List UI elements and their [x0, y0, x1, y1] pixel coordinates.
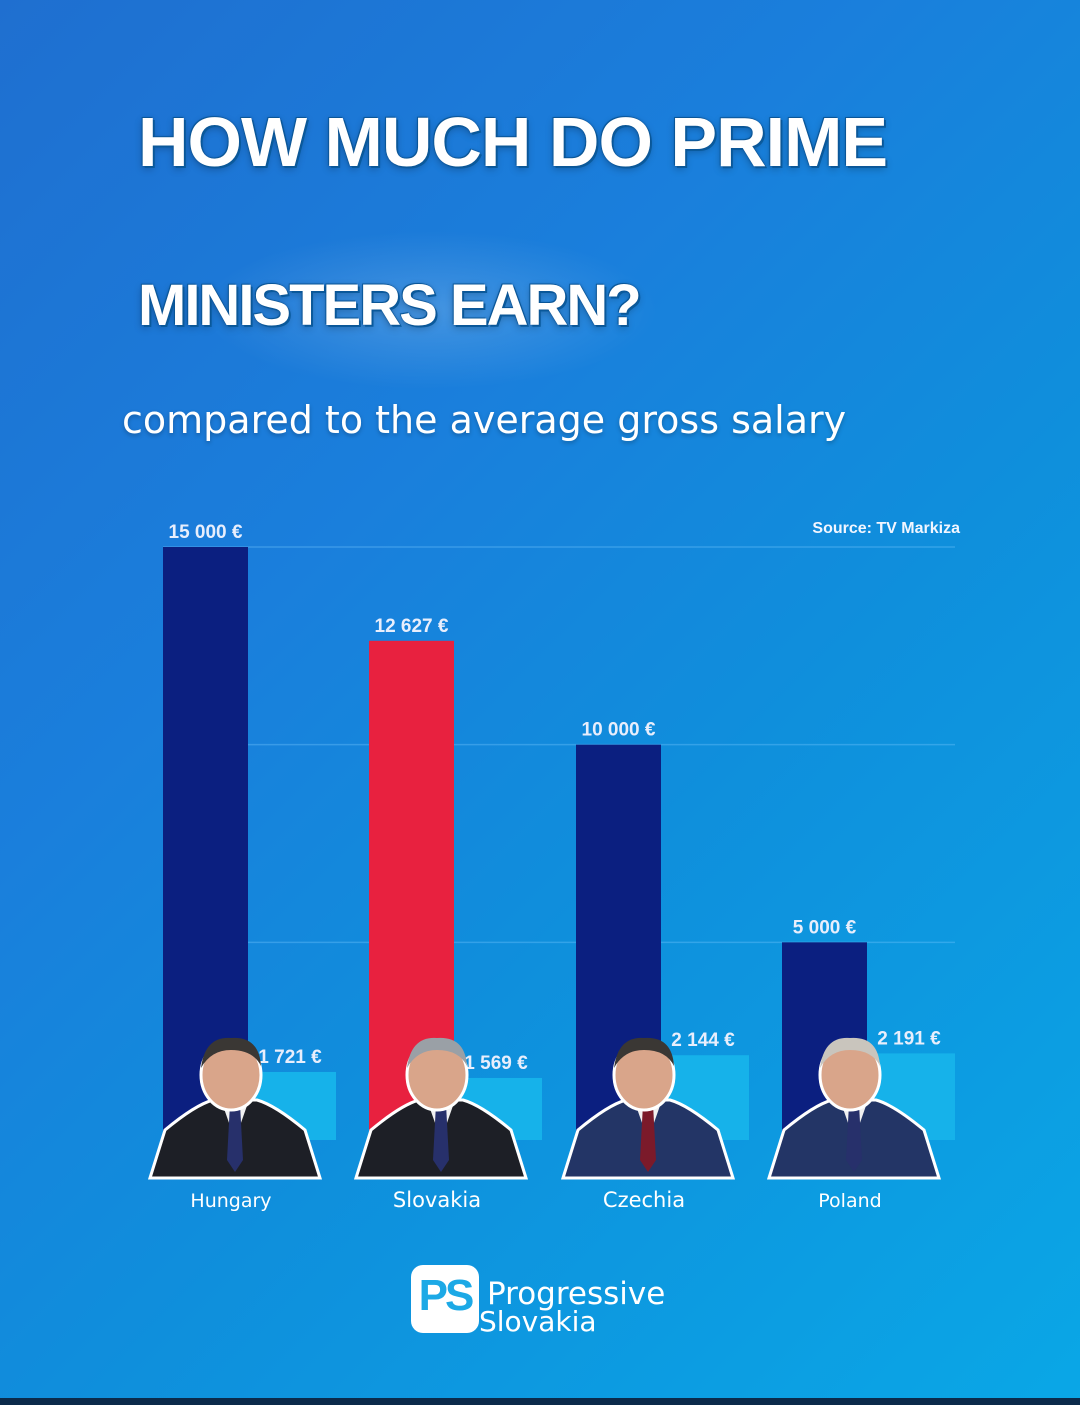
category-label-slovakia: Slovakia	[393, 1188, 481, 1212]
data-label-average-czechia: 2 144 €	[671, 1030, 735, 1051]
portrait-hair-czechia	[614, 1037, 674, 1068]
portrait-hair-hungary	[201, 1037, 261, 1068]
page-title-line-1: HOW MUCH DO PRIME	[138, 103, 888, 181]
portrait-hair-slovakia	[407, 1037, 467, 1068]
portrait-tie-slovakia	[433, 1104, 449, 1172]
category-label-hungary: Hungary	[190, 1190, 271, 1212]
page-subtitle: compared to the average gross salary	[122, 398, 847, 442]
bottom-border	[0, 1398, 1080, 1405]
portrait-tie-hungary	[227, 1104, 243, 1172]
logo-text-progressive: Progressive	[487, 1276, 666, 1312]
title-glow	[200, 230, 660, 390]
category-label-poland: Poland	[818, 1190, 881, 1212]
page-title-line-2: MINISTERS EARN?	[138, 273, 642, 338]
data-label-pm-slovakia: 12 627 €	[375, 616, 449, 637]
source-note: Source: TV Markiza	[812, 520, 960, 537]
portrait-tie-czechia	[640, 1104, 656, 1172]
data-label-pm-hungary: 15 000 €	[169, 522, 243, 543]
portrait-hair-poland	[820, 1037, 880, 1068]
data-label-average-poland: 2 191 €	[877, 1028, 941, 1049]
logo-text-slovakia: Slovakia	[479, 1305, 597, 1338]
ps-logo-icon: PS	[411, 1265, 479, 1333]
portrait-tie-poland	[846, 1104, 862, 1172]
data-label-average-slovakia: 1 569 €	[464, 1053, 528, 1074]
data-label-pm-poland: 5 000 €	[793, 917, 857, 938]
ps-logo-mark: PS	[418, 1271, 475, 1320]
data-label-average-hungary: 1 721 €	[258, 1047, 322, 1068]
data-label-pm-czechia: 10 000 €	[582, 720, 656, 741]
category-label-czechia: Czechia	[603, 1188, 685, 1212]
